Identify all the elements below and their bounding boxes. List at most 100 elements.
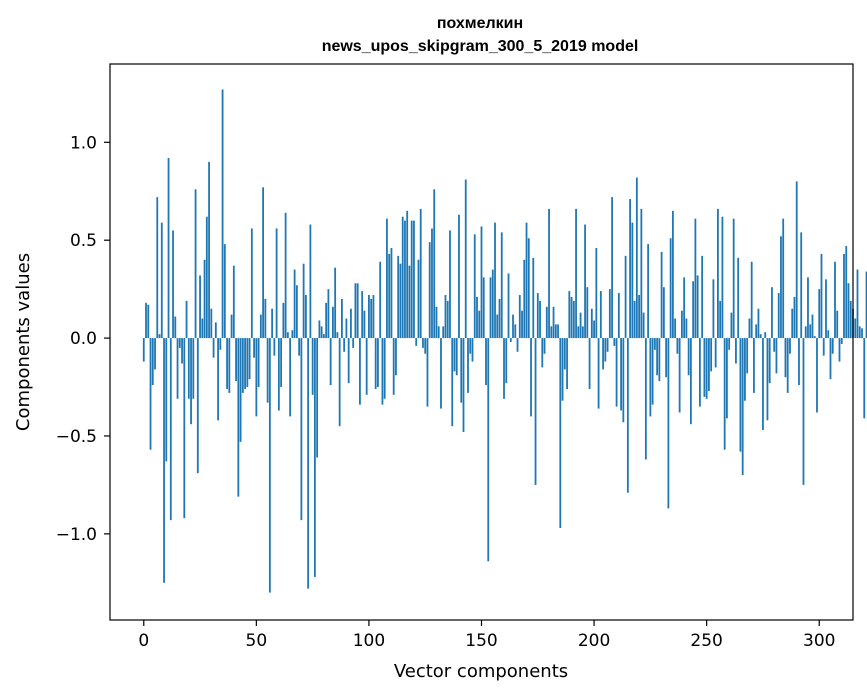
bar: [775, 338, 778, 374]
bar: [392, 338, 395, 395]
bar: [372, 295, 375, 339]
bar: [408, 265, 411, 339]
bar: [624, 255, 627, 339]
bar: [753, 338, 755, 393]
bar: [563, 338, 566, 370]
bar: [325, 302, 328, 339]
y-tick-label: 0.5: [70, 231, 97, 251]
bar: [142, 338, 145, 362]
x-tick-label: 100: [353, 631, 385, 651]
bar: [726, 338, 728, 419]
bar: [744, 338, 746, 401]
bar: [404, 220, 406, 339]
bar: [178, 338, 181, 348]
bar: [836, 310, 839, 339]
bar: [221, 89, 224, 339]
bar: [273, 338, 276, 356]
bar: [246, 338, 249, 388]
bar: [343, 338, 346, 352]
x-tick-label: 250: [690, 631, 722, 651]
bar: [309, 224, 312, 339]
bar: [791, 308, 794, 339]
bar: [669, 238, 672, 339]
bar: [356, 283, 359, 339]
bar: [151, 338, 154, 386]
bar: [219, 338, 222, 350]
bar: [759, 334, 762, 339]
bar: [822, 338, 825, 356]
bar: [185, 300, 188, 339]
bar: [735, 338, 737, 364]
bar: [845, 246, 848, 339]
bar: [572, 300, 575, 339]
bar: [606, 338, 609, 352]
y-tick-label: 0.0: [70, 329, 97, 349]
bar: [771, 287, 773, 339]
bar: [561, 338, 564, 401]
bar: [649, 338, 652, 417]
x-tick-label: 150: [465, 631, 497, 651]
bar: [271, 308, 274, 339]
bar: [793, 296, 796, 339]
bar: [719, 300, 722, 339]
bar: [192, 338, 195, 399]
bar: [235, 338, 237, 382]
bar: [599, 291, 602, 339]
bar: [699, 338, 701, 407]
bar: [440, 338, 442, 409]
bar: [712, 279, 715, 339]
bar: [539, 300, 541, 339]
bar: [638, 295, 641, 339]
bar: [701, 255, 704, 339]
bar: [642, 312, 645, 339]
bar: [264, 298, 267, 339]
bar: [811, 314, 814, 339]
bar: [503, 338, 505, 399]
bar: [662, 287, 665, 339]
bar: [491, 269, 494, 339]
bar: [350, 308, 352, 339]
bar: [516, 338, 519, 352]
bar: [518, 295, 521, 339]
bar: [183, 338, 186, 519]
chart-subtitle: news_upos_skipgram_300_5_2019 model: [322, 38, 639, 55]
bar: [676, 338, 679, 354]
bar: [237, 338, 240, 497]
bar-series: [142, 89, 867, 593]
bar: [575, 208, 577, 339]
bar: [613, 338, 616, 346]
bar: [341, 298, 343, 339]
bar: [523, 259, 526, 339]
y-axis-label: Components values: [13, 253, 34, 431]
bar: [266, 338, 269, 403]
bar: [187, 338, 190, 399]
bar: [480, 226, 483, 339]
x-tick-label: 200: [578, 631, 610, 651]
bar: [773, 338, 776, 352]
bar: [377, 338, 379, 388]
bar: [721, 216, 724, 339]
bar: [543, 338, 546, 354]
y-tick-label: 1.0: [70, 133, 97, 153]
bar: [446, 300, 449, 339]
bar: [631, 222, 634, 339]
bar: [703, 338, 706, 397]
bar: [554, 324, 557, 339]
bar: [464, 179, 467, 339]
bar: [295, 285, 298, 339]
bar: [498, 298, 501, 339]
bar: [205, 216, 208, 339]
bar: [277, 338, 280, 411]
bar: [732, 218, 735, 339]
bar: [154, 338, 156, 370]
bar: [334, 267, 337, 339]
bar: [617, 293, 620, 339]
bar: [286, 332, 289, 339]
bar: [165, 338, 168, 462]
bar: [597, 338, 600, 409]
bar: [196, 338, 199, 474]
bar: [626, 338, 629, 493]
bar: [710, 338, 713, 372]
bar: [417, 259, 420, 339]
